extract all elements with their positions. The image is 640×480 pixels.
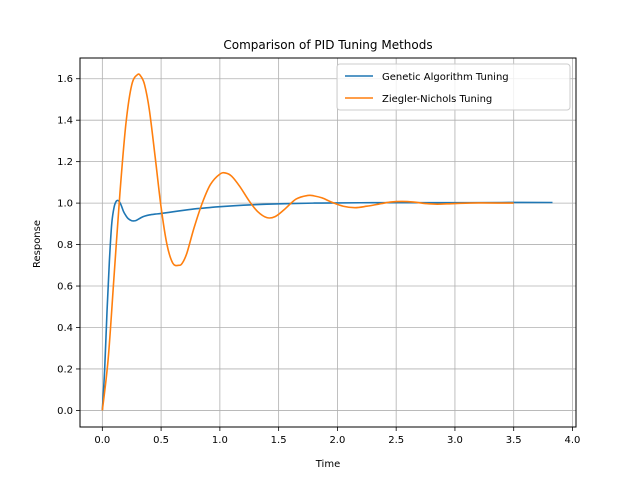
- x-tick-label: 1.0: [212, 435, 228, 446]
- legend: Genetic Algorithm Tuning Ziegler-Nichols …: [336, 63, 571, 111]
- series-line-1: [101, 73, 514, 411]
- series-layer: [101, 73, 553, 411]
- y-tick-label: 1.0: [57, 199, 73, 210]
- y-tick-label: 0.6: [57, 282, 73, 293]
- x-axis: 0.0 0.5 1.0 1.5 2.0 2.5 3.0 3.5 4.0: [94, 427, 580, 446]
- x-tick-label: 4.0: [565, 435, 581, 446]
- plot-frame: [79, 57, 577, 428]
- y-axis-label: Response: [32, 220, 43, 268]
- x-tick-label: 2.5: [388, 435, 404, 446]
- chart-title: Comparison of PID Tuning Methods: [223, 38, 432, 52]
- x-tick-label: 3.5: [506, 435, 522, 446]
- x-tick-label: 0.0: [94, 435, 110, 446]
- x-tick-label: 2.0: [329, 435, 345, 446]
- legend-label: Ziegler-Nichols Tuning: [382, 94, 492, 105]
- x-tick-label: 1.5: [271, 435, 287, 446]
- x-tick-label: 0.5: [153, 435, 169, 446]
- x-tick-label: 3.0: [447, 435, 463, 446]
- x-axis-label: Time: [315, 459, 340, 470]
- y-tick-label: 1.2: [57, 157, 73, 168]
- legend-label: Genetic Algorithm Tuning: [382, 72, 509, 83]
- y-axis: 0.0 0.2 0.4 0.6 0.8 1.0 1.2 1.4 1.6: [57, 74, 80, 417]
- y-tick-label: 1.4: [57, 116, 73, 127]
- y-tick-label: 1.6: [57, 74, 73, 85]
- y-tick-label: 0.2: [57, 364, 73, 375]
- series-line-0: [101, 199, 553, 411]
- y-tick-label: 0.8: [57, 240, 73, 251]
- legend-box: [336, 63, 571, 111]
- y-tick-label: 0.0: [57, 406, 73, 417]
- y-tick-label: 0.4: [57, 323, 73, 334]
